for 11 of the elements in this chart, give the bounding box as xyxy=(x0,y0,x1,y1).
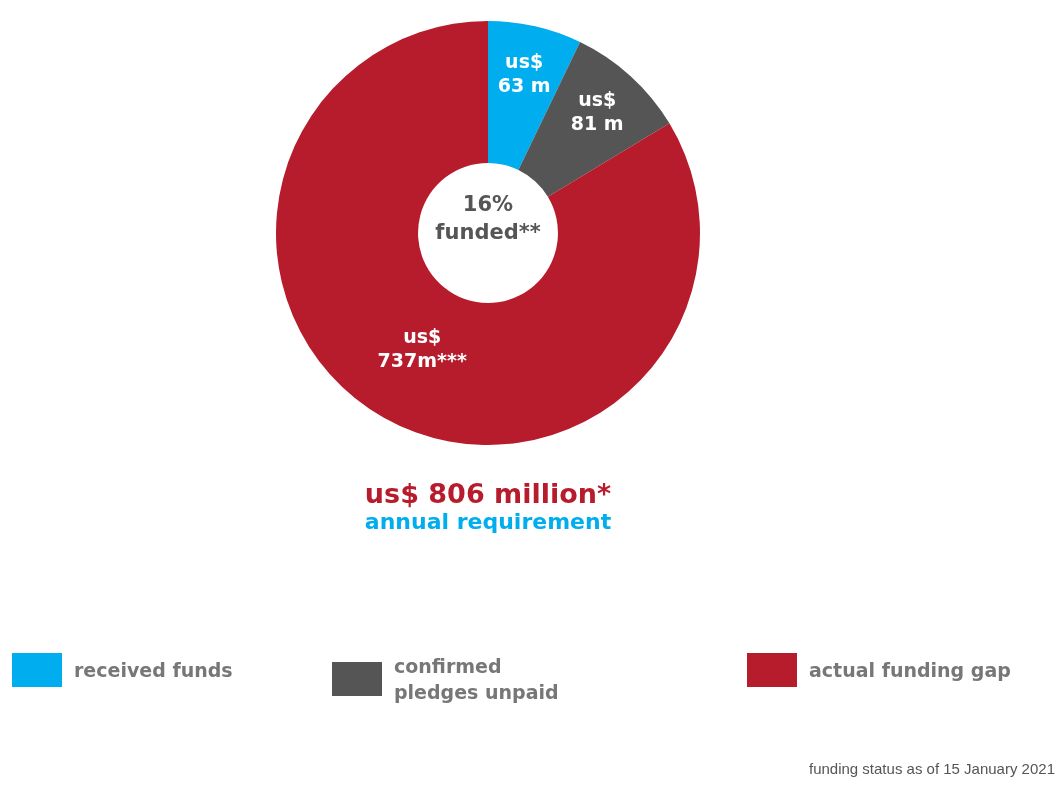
text: annual requirement xyxy=(363,509,613,534)
legend-label: actual funding gap xyxy=(809,658,1012,683)
data-label: us$ 63 m xyxy=(497,49,551,96)
legend: received funds confirmed pledges unpaid actual funding gap xyxy=(12,653,1052,713)
text: 16% funded** xyxy=(434,191,542,246)
legend-label: received funds xyxy=(74,658,234,683)
data-label: us$ 737m*** xyxy=(377,324,467,371)
legend-label: confirmed pledges unpaid xyxy=(394,654,560,705)
data-label: us$ 81 m xyxy=(570,87,624,134)
text: us$ 806 million* xyxy=(363,478,613,509)
text: funding status as of 15 January 2021 xyxy=(808,760,1055,777)
